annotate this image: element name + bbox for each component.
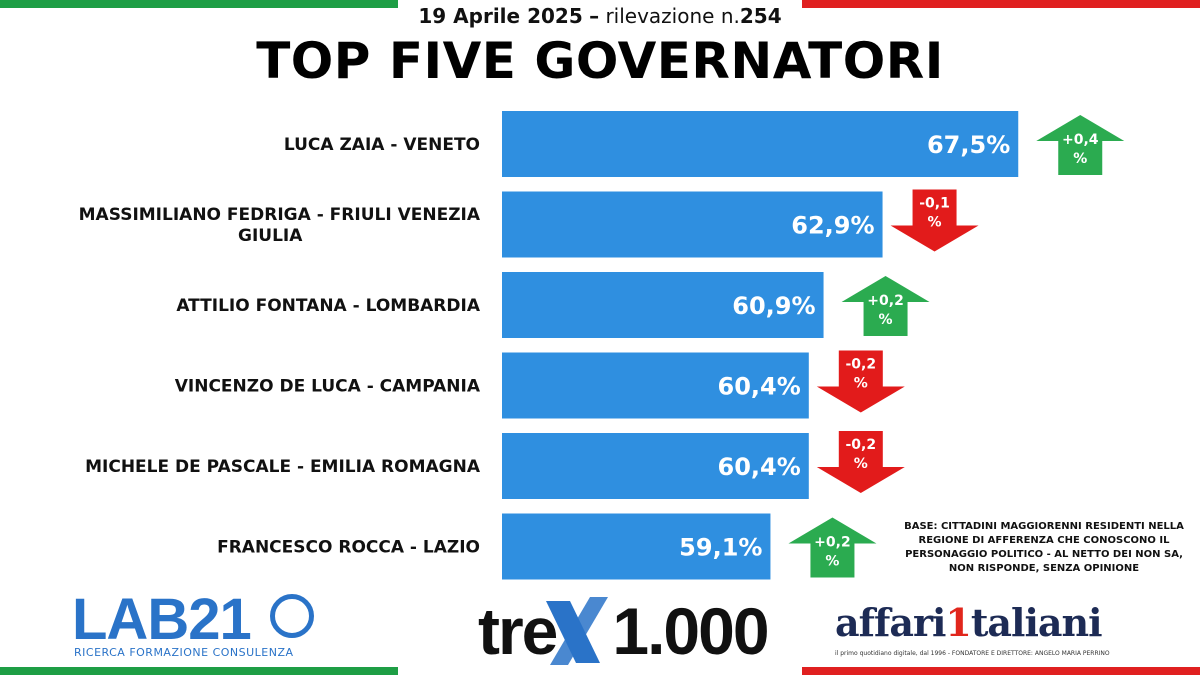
change-value-label: -0,1	[919, 196, 950, 212]
survey-subtitle: 19 Aprile 2025 – rilevazione n.254	[0, 4, 1200, 28]
lab21-logo: LAB21 RICERCA FORMAZIONE CONSULENZA	[72, 587, 314, 660]
bar-value-label: 67,5%	[927, 131, 1010, 159]
trex1000-logo-text: tre 1.000	[478, 593, 770, 669]
category-label: MICHELE DE PASCALE - EMILIA ROMAGNA	[85, 457, 481, 477]
survey-number: 254	[739, 4, 782, 28]
change-unit-label: %	[854, 376, 868, 392]
bar-chart: 67,5% LUCA ZAIA - VENETO +0,4% 62,9% MASSIMI…	[79, 111, 1125, 580]
flag-stripe-bottom-left	[0, 667, 398, 675]
change-value-label: +0,2	[814, 535, 851, 551]
bar-value-label: 60,9%	[732, 292, 815, 320]
bar-value-label: 59,1%	[679, 534, 762, 562]
up-arrow-icon	[841, 276, 930, 336]
bar	[502, 111, 1019, 177]
bar-value-label: 60,4%	[718, 373, 801, 401]
bar	[502, 272, 824, 338]
affaritaliani-logo: affari1taliani il primo quotidiano digit…	[835, 600, 1165, 665]
up-arrow-icon	[1036, 115, 1125, 175]
bar	[502, 191, 883, 258]
category-label: ATTILIO FONTANA - LOMBARDIA	[176, 296, 481, 316]
survey-dash: –	[589, 4, 600, 28]
trex1000-tre: tre	[478, 594, 558, 668]
base-note: BASE: CITTADINI MAGGIORENNI RESIDENTI NE…	[904, 521, 1184, 574]
lab21-logo-subtitle: RICERCA FORMAZIONE CONSULENZA	[74, 646, 294, 659]
category-label: VINCENZO DE LUCA - CAMPANIA	[175, 377, 481, 397]
change-value-label: -0,2	[845, 357, 876, 373]
survey-date: 19 Aprile 2025	[418, 4, 583, 28]
affaritaliani-logo-text: affari1taliani	[835, 600, 1103, 645]
affaritaliani-logo-subtitle: il primo quotidiano digitale, dal 1996 -…	[835, 650, 1110, 657]
bar-value-label: 62,9%	[791, 212, 874, 240]
change-unit-label: %	[879, 312, 893, 328]
down-arrow-icon	[816, 350, 905, 413]
bar-value-label: 60,4%	[718, 453, 801, 481]
flag-stripe-bottom-right	[802, 667, 1200, 675]
chart-title: TOP FIVE GOVERNATORI	[256, 32, 944, 90]
flag-stripe-top-right	[802, 0, 1200, 8]
trex1000-logo: tre 1.000	[478, 593, 770, 669]
bar	[502, 513, 771, 580]
change-value-label: -0,2	[845, 437, 876, 453]
down-arrow-icon	[890, 189, 979, 252]
trex1000-number: 1.000	[612, 594, 769, 668]
flag-stripe-top-left	[0, 0, 398, 8]
bar	[502, 433, 809, 499]
down-arrow-icon	[816, 431, 905, 493]
category-label: MASSIMILIANO FEDRIGA - FRIULI VENEZIA	[79, 205, 481, 225]
lab21-logo-circle	[270, 594, 314, 638]
change-value-label: +0,4	[1062, 132, 1099, 148]
category-label: GIULIA	[238, 226, 303, 246]
category-label: FRANCESCO ROCCA - LAZIO	[217, 538, 480, 558]
change-unit-label: %	[1073, 151, 1087, 167]
bar	[502, 352, 809, 419]
up-arrow-icon	[788, 517, 877, 578]
survey-label: rilevazione n.	[605, 4, 740, 28]
change-unit-label: %	[854, 456, 868, 472]
change-unit-label: %	[928, 215, 942, 231]
change-unit-label: %	[825, 554, 839, 570]
lab21-logo-text: LAB21	[72, 587, 252, 652]
change-value-label: +0,2	[867, 293, 904, 309]
category-label: LUCA ZAIA - VENETO	[284, 135, 480, 155]
trex1000-x-mark	[546, 597, 608, 665]
